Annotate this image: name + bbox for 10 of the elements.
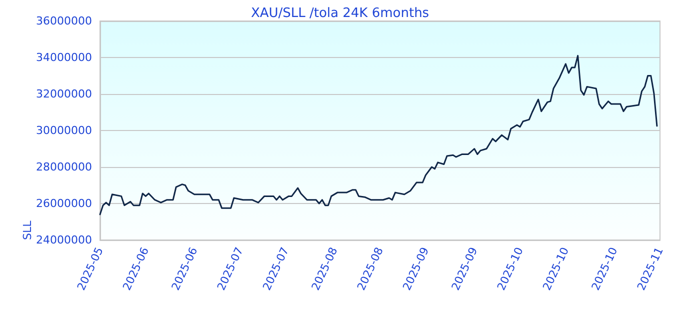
y-tick-label: 26000000: [36, 197, 92, 210]
line-series: [99, 54, 658, 216]
y-tick-label: 24000000: [36, 234, 92, 246]
y-tick-label: 30000000: [36, 124, 92, 137]
y-tick-label: 36000000: [36, 14, 92, 28]
y-axis-title: SLL: [21, 220, 34, 240]
chart-title: XAU/SLL /tola 24K 6months: [250, 6, 430, 21]
y-tick-label: 34000000: [36, 51, 92, 64]
y-tick-label: 28000000: [36, 160, 92, 174]
y-tick-label: 32000000: [36, 88, 92, 100]
